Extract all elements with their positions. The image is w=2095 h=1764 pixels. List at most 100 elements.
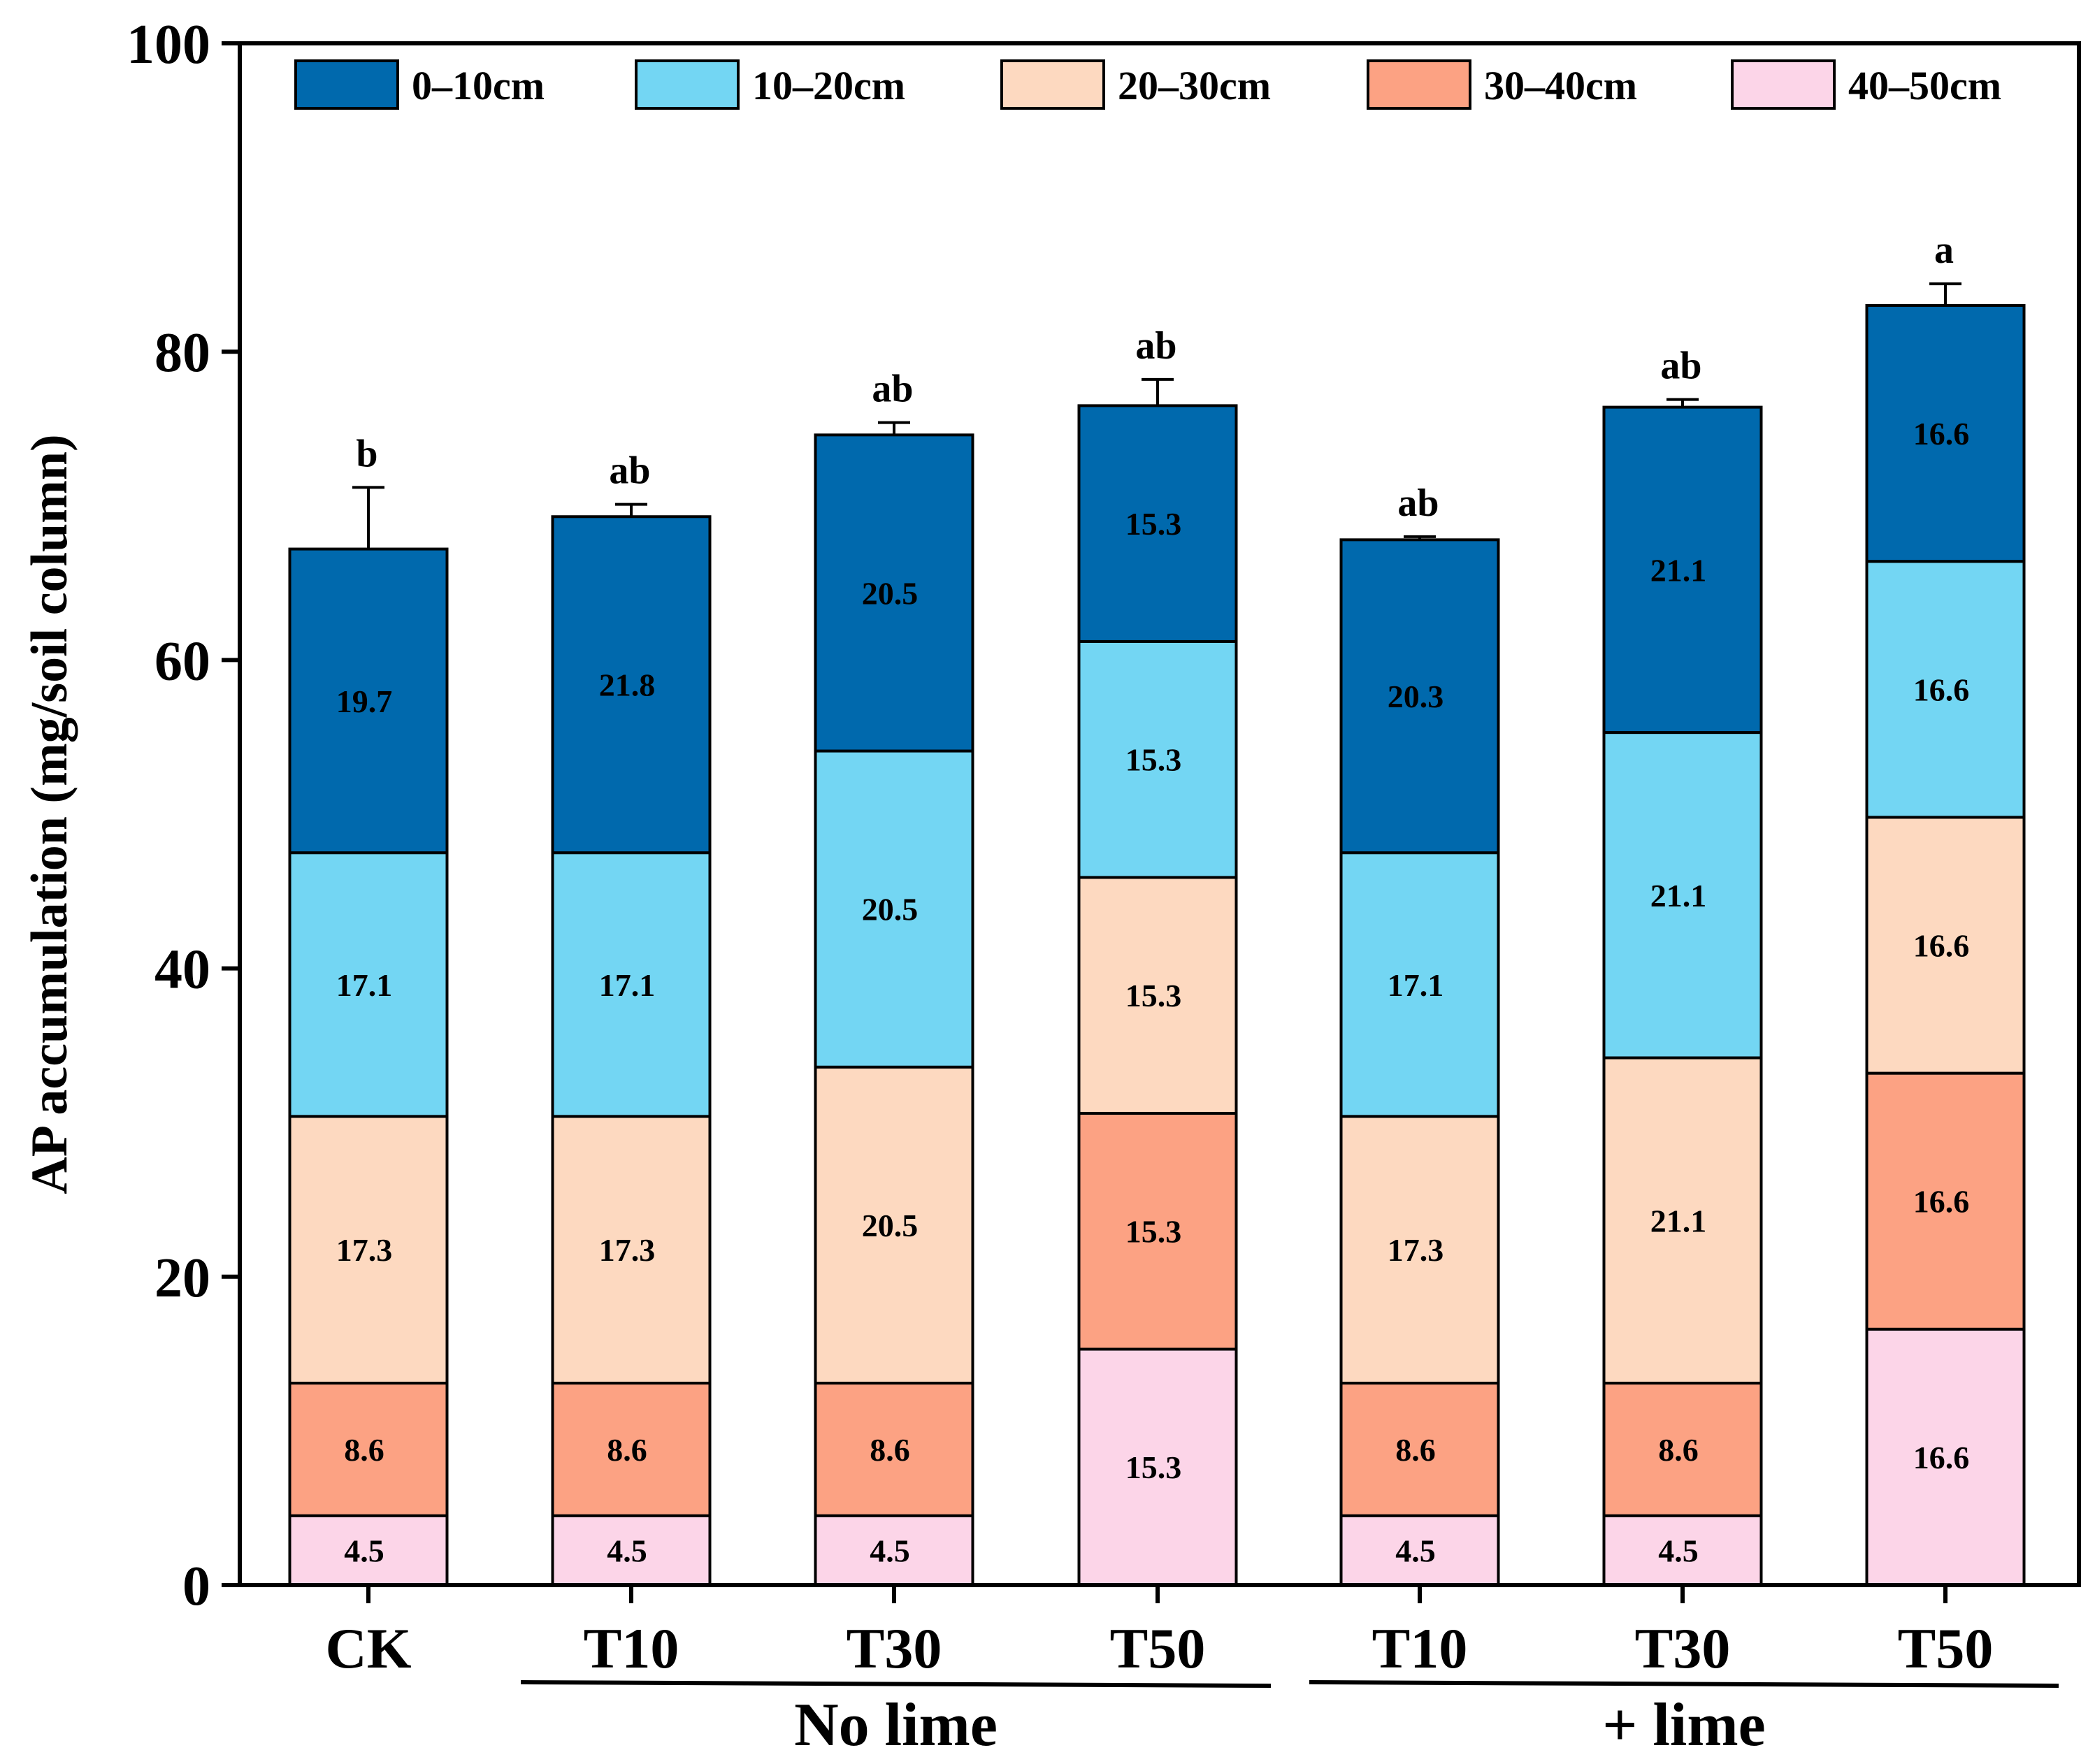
category-label-4: T10 [1372,1617,1468,1680]
bar-segment-2-2 [814,1065,974,1385]
segment-label-4-3: 15.3 [1125,506,1182,542]
legend-swatch-3 [1367,59,1471,110]
bar-segment-2-4 [1339,1115,1500,1385]
bar-segment-3-2 [814,749,974,1069]
legend: 0–10cm 10–20cm 20–30cm 30–40cm 40–50cm [294,59,2001,110]
segment-label-3-6: 16.6 [1913,672,1970,707]
bar-segment-2-0 [288,1115,449,1385]
legend-swatch-2 [1000,59,1105,110]
category-label-0: CK [326,1617,412,1680]
bar-segment-1-2 [814,1382,974,1517]
significance-label-5: ab [1660,345,1701,388]
group-label-0: No lime [794,1691,998,1759]
significance-label-1: ab [609,449,650,493]
segment-label-4-6: 16.6 [1913,416,1970,451]
segment-label-3-5: 21.1 [1650,878,1707,913]
significance-label-4: ab [1397,482,1439,525]
segment-label-2-4: 17.3 [1388,1232,1444,1268]
bar-segment-4-6 [1865,304,2026,563]
segment-label-1-1: 8.6 [607,1432,647,1468]
bar-segment-4-1 [551,515,712,855]
segment-label-2-6: 16.6 [1913,928,1970,964]
bar-segment-3-1 [551,851,712,1118]
segment-label-0-3: 15.3 [1125,1449,1182,1485]
significance-label-3: ab [1135,324,1176,368]
segment-label-4-5: 21.1 [1650,552,1707,588]
bar-segment-0-6 [1865,1327,2026,1586]
category-label-2: T30 [847,1617,942,1680]
category-label-3: T50 [1110,1617,1206,1680]
axes: 0 20 40 60 80 100 CK T10 T30 T50 T10 T30 T50 No lime +… [21,14,2081,1759]
y-tick-label-0: 0 [182,1556,210,1617]
legend-label-1: 10–20cm [752,63,905,108]
segment-label-2-1: 17.3 [599,1232,656,1268]
segment-label-3-1: 17.1 [599,967,656,1003]
bar-segment-0-1 [551,1514,712,1586]
segment-label-3-2: 20.5 [862,892,919,927]
legend-swatch-1 [635,59,740,110]
bar-segment-1-1 [551,1382,712,1517]
bar-segment-2-5 [1602,1056,1763,1385]
plot-area: 4.5 8.6 17.3 17.1 19.7 b 4.5 8.6 17.3 17.1 21.8 ab 4… [288,229,2026,1587]
y-tick-label-2: 40 [154,939,210,1001]
segment-label-1-4: 8.6 [1395,1432,1436,1468]
segment-label-1-2: 8.6 [870,1432,910,1468]
segment-label-4-4: 20.3 [1388,679,1444,714]
significance-label-6: a [1934,229,1954,272]
bar-segment-0-2 [814,1514,974,1586]
segment-label-3-0: 17.1 [336,967,393,1003]
category-label-6: T50 [1898,1617,1994,1680]
segment-label-2-5: 21.1 [1650,1203,1707,1238]
y-tick-label-5: 100 [127,14,210,75]
segment-label-0-5: 4.5 [1658,1533,1699,1568]
bar-segment-0-4 [1339,1514,1500,1586]
bar-segment-0-3 [1077,1347,1238,1587]
segment-label-1-5: 8.6 [1658,1432,1699,1468]
segment-label-4-0: 19.7 [336,684,393,719]
category-label-5: T30 [1635,1617,1731,1680]
significance-label-2: ab [872,368,913,411]
legend-swatch-4 [1731,59,1836,110]
bar-segment-1-6 [1865,1071,2026,1331]
bar-segment-2-1 [551,1115,712,1385]
segment-label-0-1: 4.5 [607,1533,647,1568]
bar-segment-2-6 [1865,816,2026,1075]
segment-label-0-4: 4.5 [1395,1533,1436,1568]
group-label-1: + lime [1602,1691,1765,1759]
significance-label-0: b [356,432,377,475]
segment-label-2-2: 20.5 [862,1208,919,1243]
bar-segment-0-0 [288,1514,449,1586]
segment-label-0-2: 4.5 [870,1533,910,1568]
group-underline-0 [520,1680,1272,1688]
bar-segment-1-4 [1339,1382,1500,1517]
segment-label-0-0: 4.5 [344,1533,384,1568]
bar-segment-3-6 [1865,560,2026,819]
bar-segment-1-3 [1077,1111,1238,1351]
segment-label-4-2: 20.5 [862,575,919,611]
segment-label-1-3: 15.3 [1125,1214,1182,1250]
legend-label-0: 0–10cm [412,63,545,108]
bar-segment-4-2 [814,433,974,753]
legend-label-2: 20–30cm [1118,63,1271,108]
bar-segment-2-3 [1077,876,1238,1115]
segment-label-3-3: 15.3 [1125,742,1182,778]
legend-swatch-0 [294,59,399,110]
segment-label-1-0: 8.6 [344,1432,384,1468]
y-tick-label-4: 80 [154,322,210,384]
y-tick-label-3: 60 [154,630,210,692]
bar-segment-0-5 [1602,1514,1763,1586]
bar-segment-3-3 [1077,639,1238,879]
legend-label-3: 30–40cm [1484,63,1637,108]
y-tick-label-1: 20 [154,1248,210,1309]
bar-segment-3-5 [1602,731,1763,1060]
segment-label-2-0: 17.3 [336,1232,393,1268]
group-underline-1 [1309,1680,2059,1688]
category-label-1: T10 [584,1617,679,1680]
segment-label-0-6: 16.6 [1913,1440,1970,1475]
bar-segment-4-0 [288,547,449,855]
bar-segment-4-4 [1339,538,1500,855]
legend-label-4: 40–50cm [1848,63,2001,108]
segment-label-3-4: 17.1 [1388,967,1444,1003]
y-axis-label: AP accumulation (mg/soil column) [21,434,78,1194]
segment-label-1-6: 16.6 [1913,1184,1970,1220]
